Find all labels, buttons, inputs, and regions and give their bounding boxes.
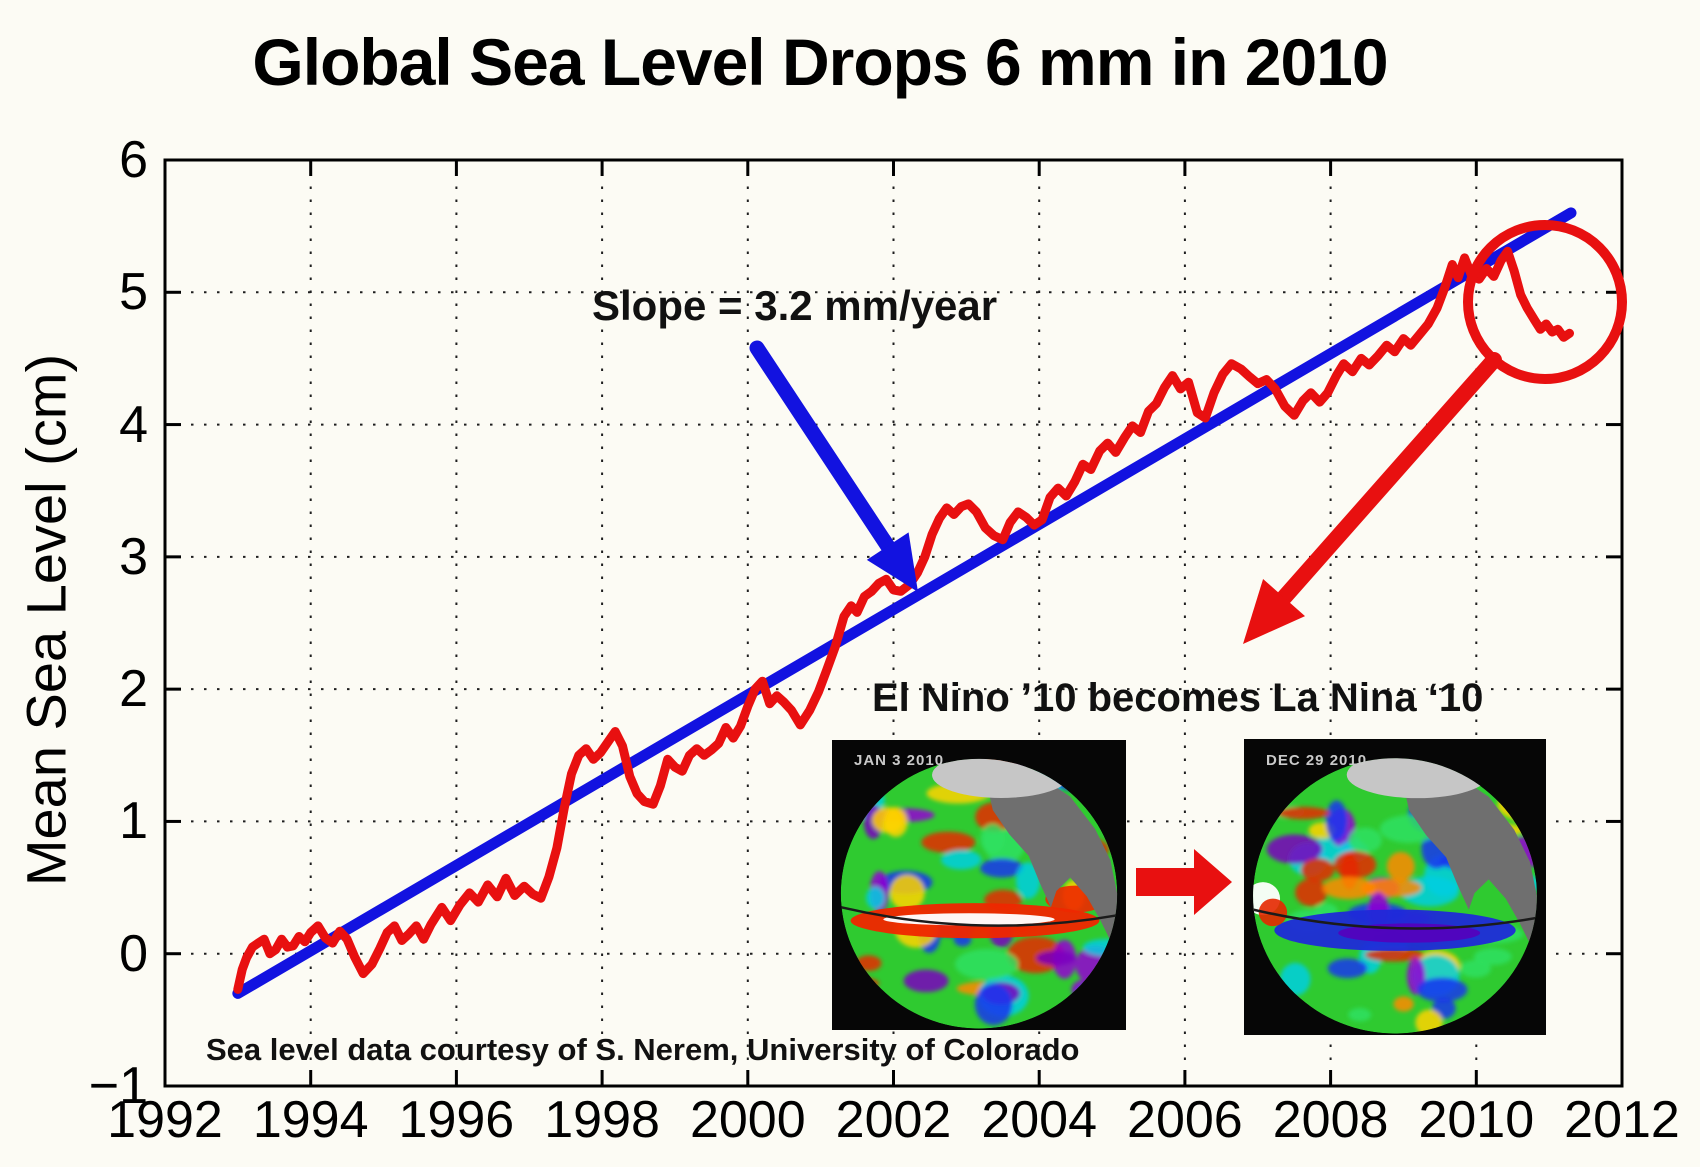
slope-annotation: Slope = 3.2 mm/year [592, 282, 998, 329]
drop-arrow-head [1243, 579, 1306, 644]
trend-line [232, 207, 1577, 999]
x-tick-label-1994: 1994 [252, 1091, 369, 1149]
x-tick-label-1998: 1998 [544, 1091, 660, 1149]
y-tick-label-6: 6 [119, 131, 148, 189]
drop-highlight-circle [1463, 220, 1627, 384]
globe-la-nina [1244, 739, 1546, 1035]
slope-arrow-shaft [749, 340, 900, 561]
credit-annotation: Sea level data courtesy of S. Nerem, Uni… [206, 1032, 1080, 1067]
y-tick-label-3: 3 [119, 527, 148, 586]
y-tick-label-0: 0 [119, 924, 148, 983]
globe-right-date-label: DEC 29 2010 [1266, 752, 1368, 769]
globe-el-nino-equator [840, 905, 1118, 927]
x-tick-label-2006: 2006 [1127, 1091, 1243, 1149]
y-tick-label-4: 4 [119, 395, 148, 454]
globe-la-nina-continent [1397, 761, 1537, 958]
x-tick-label-1992: 1992 [107, 1091, 223, 1149]
x-tick-label-2002: 2002 [835, 1091, 952, 1149]
globe-el-nino-continent [981, 761, 1118, 955]
globe-transition-arrow [1136, 849, 1232, 915]
y-tick-label-1: 1 [119, 792, 148, 851]
y-tick-label--1: −1 [88, 1057, 148, 1115]
x-tick-label-1996: 1996 [398, 1091, 515, 1149]
axis-box [163, 158, 1624, 1088]
globe-la-nina-equator [1253, 908, 1537, 930]
x-tick-label-2000: 2000 [689, 1091, 806, 1149]
x-tick-label-2008: 2008 [1272, 1091, 1389, 1149]
enso-annotation: El Nino ’10 becomes La Nina ‘10 [872, 676, 1484, 720]
chart-title: Global Sea Level Drops 6 mm in 2010 [252, 25, 1388, 99]
globe-left-date-label: JAN 3 2010 [854, 752, 945, 769]
slope-arrow-head [866, 532, 918, 592]
x-tick-label-2012: 2012 [1564, 1091, 1680, 1149]
drop-arrow-shaft [1270, 352, 1502, 612]
drop-arrow [1243, 352, 1502, 644]
y-tick-label-5: 5 [119, 263, 148, 322]
slope-arrow [749, 340, 918, 592]
globe-el-nino [832, 740, 1126, 1030]
sea-level-series-line [233, 246, 1574, 994]
x-tick-label-2010: 2010 [1418, 1091, 1535, 1149]
x-tick-label-2004: 2004 [981, 1091, 1098, 1149]
y-tick-label-2: 2 [119, 660, 148, 719]
